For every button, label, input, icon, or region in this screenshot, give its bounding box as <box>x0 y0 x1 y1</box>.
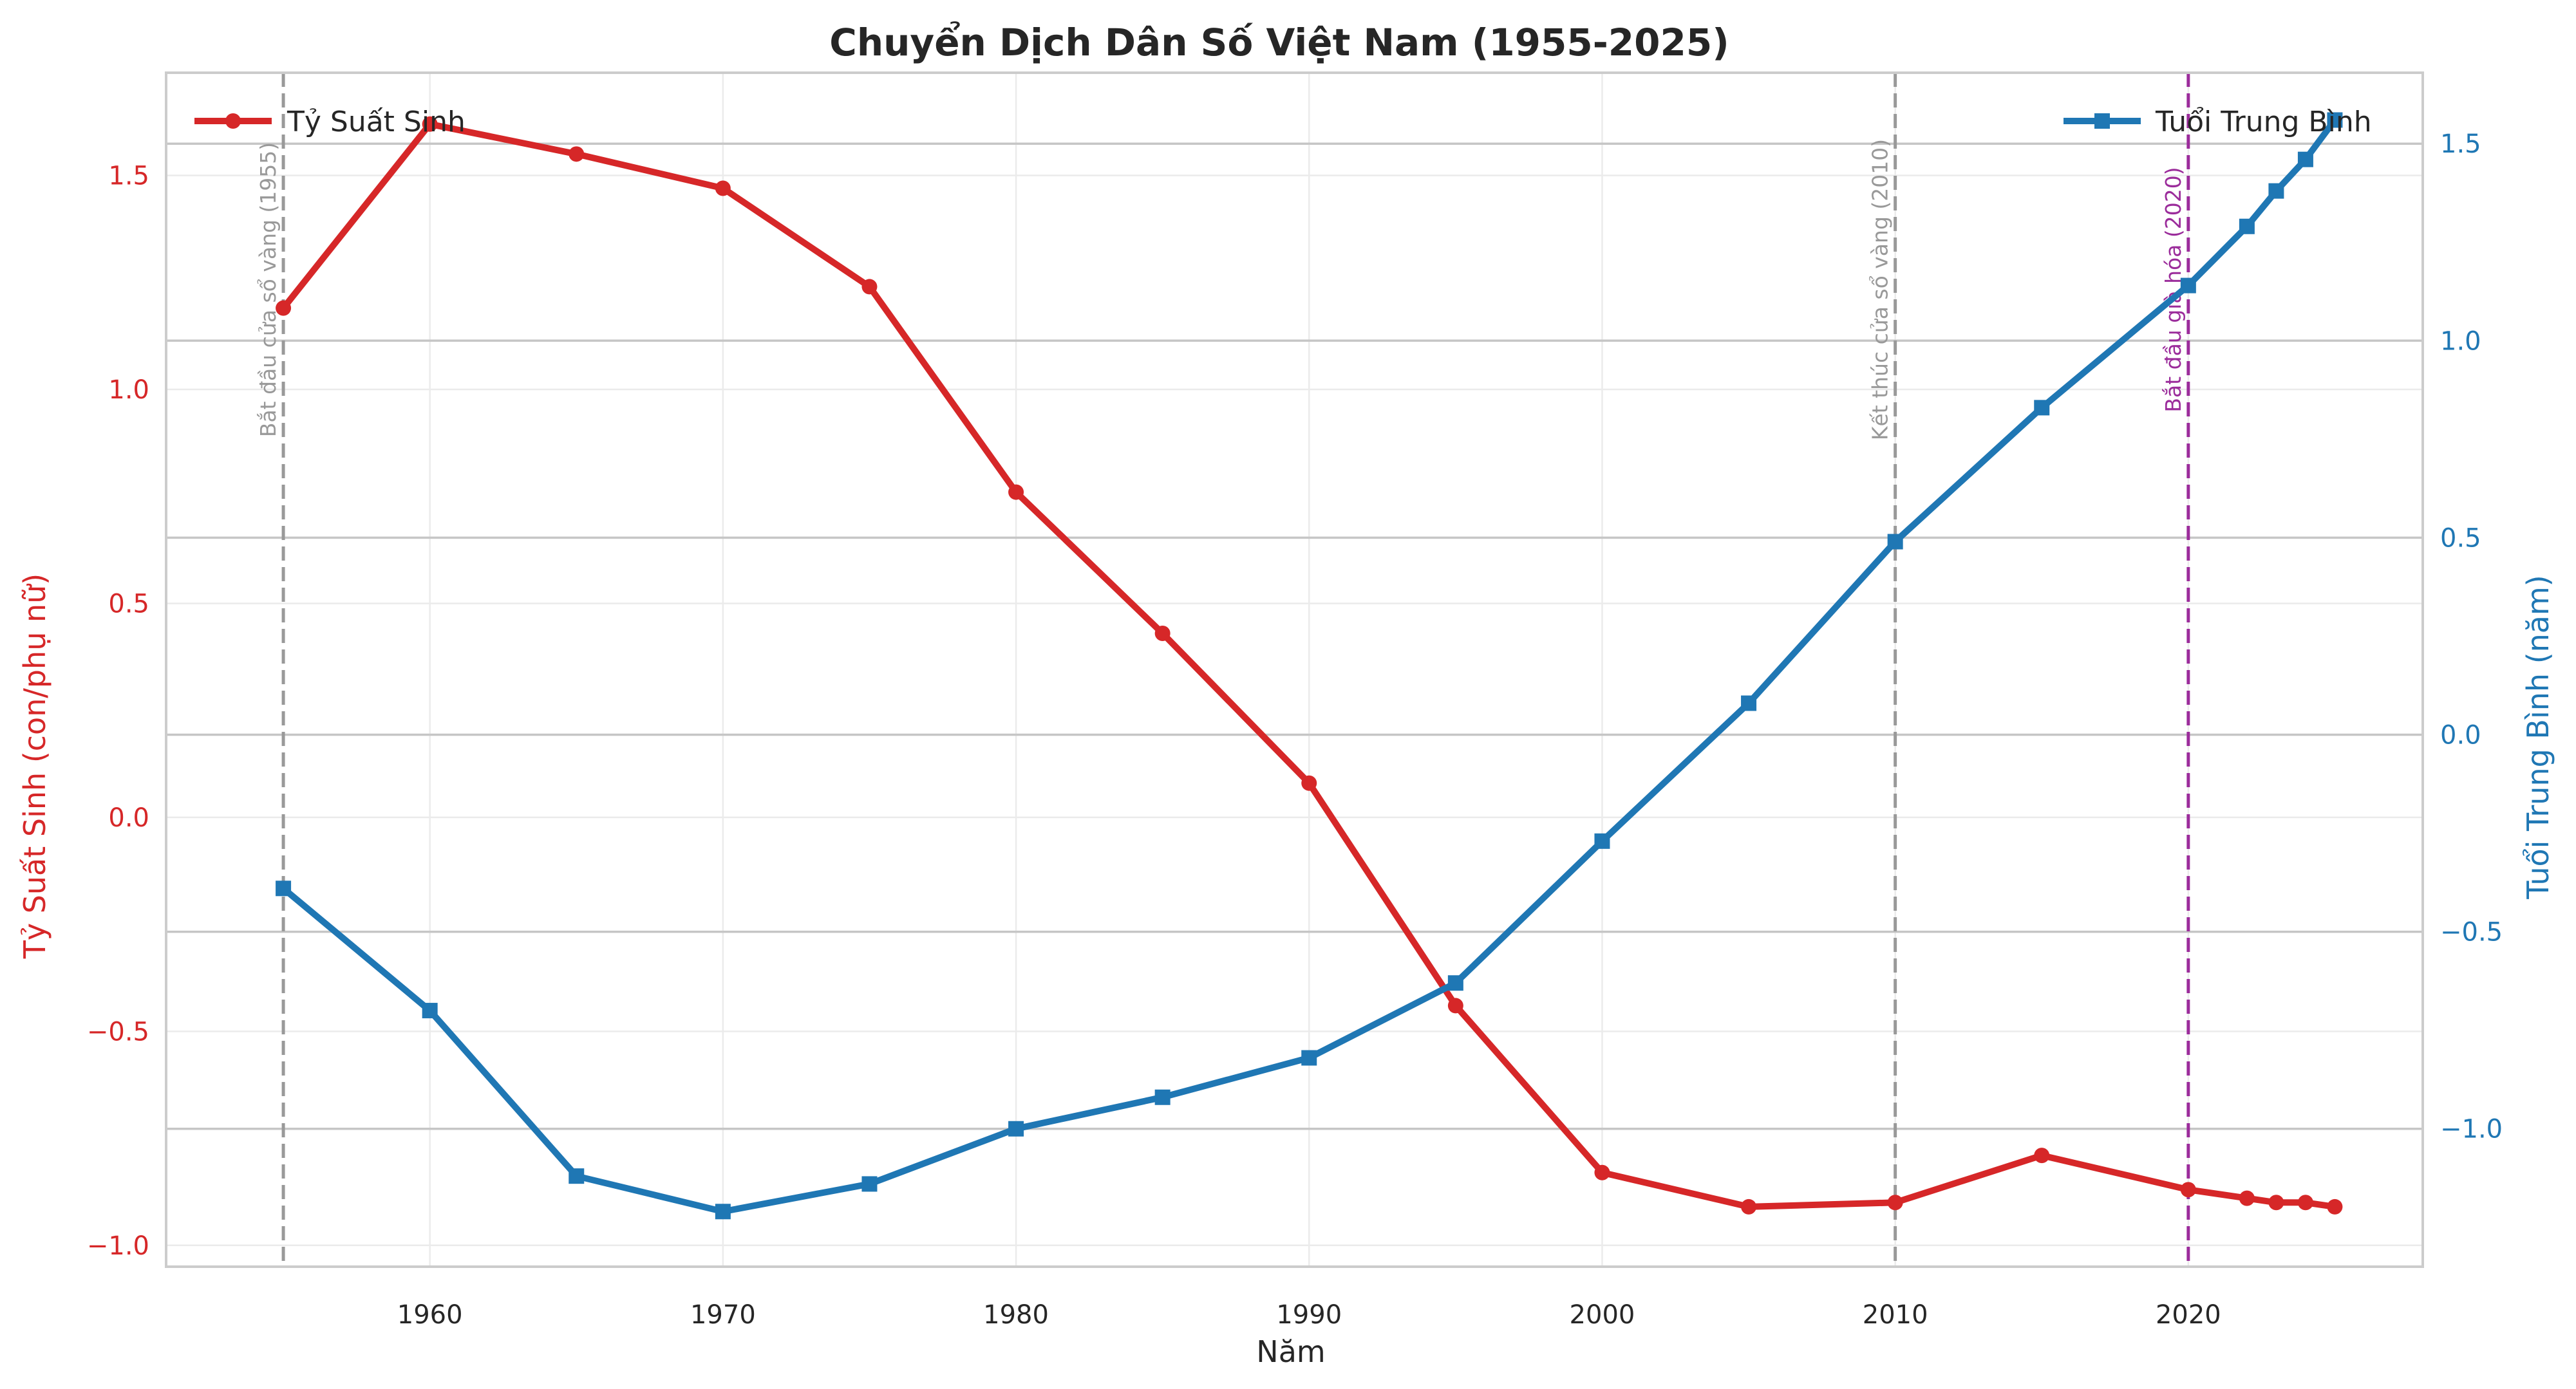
data-point-median-age <box>422 1003 438 1019</box>
legend-fertility-marker <box>225 113 241 129</box>
y-tick-label-right: −1.0 <box>2440 1115 2503 1144</box>
data-point-median-age <box>2239 218 2255 234</box>
y-axis-label-right: Tuổi Trung Bình (năm) <box>2521 575 2555 900</box>
x-tick-label: 1990 <box>1276 1300 1342 1330</box>
x-tick-label: 2010 <box>1863 1300 1928 1330</box>
data-point-median-age <box>1154 1089 1170 1105</box>
data-point-median-age <box>715 1204 731 1220</box>
data-point-median-age <box>861 1176 878 1192</box>
chart-title: Chuyển Dịch Dân Số Việt Nam (1955-2025) <box>829 21 1729 64</box>
data-point-median-age <box>1301 1050 1317 1066</box>
data-point-fertility <box>2180 1182 2196 1198</box>
y-tick-label-right: −0.5 <box>2440 918 2503 947</box>
data-point-median-age <box>1887 534 1903 550</box>
y-tick-label-left: −1.0 <box>87 1231 149 1261</box>
legend-median-age-marker <box>2094 113 2110 129</box>
data-point-median-age <box>2180 277 2196 294</box>
y-tick-label-right: 0.5 <box>2440 523 2481 553</box>
data-point-median-age <box>1447 975 1463 991</box>
y-axis-label-left: Tỷ Suất Sinh (con/phụ nữ) <box>17 573 52 959</box>
y-tick-label-right: 1.5 <box>2440 129 2481 159</box>
legend-fertility-label: Tỷ Suất Sinh <box>287 106 465 138</box>
data-point-median-age <box>2034 400 2050 416</box>
legend-fertility: Tỷ Suất Sinh <box>194 106 465 138</box>
annotation-label: Kết thúc cửa sổ vàng (2010) <box>1868 139 1893 440</box>
data-point-fertility <box>2297 1195 2313 1211</box>
grid-layer <box>166 73 2423 1267</box>
annotation-label: Bắt đầu cửa sổ vàng (1955) <box>256 142 281 437</box>
data-point-fertility <box>2268 1195 2284 1211</box>
x-axis-label: Năm <box>1256 1334 1325 1369</box>
data-point-fertility <box>569 146 585 162</box>
data-point-fertility <box>276 300 292 316</box>
data-point-median-age <box>276 881 292 897</box>
data-point-fertility <box>1887 1195 1903 1211</box>
data-point-median-age <box>1008 1121 1024 1137</box>
series-layer <box>276 112 2343 1220</box>
data-point-median-age <box>2297 151 2313 167</box>
y-tick-label-left: 1.0 <box>108 375 149 405</box>
data-point-fertility <box>861 279 878 295</box>
y-tick-label-left: −0.5 <box>87 1017 149 1047</box>
data-point-median-age <box>2327 112 2343 128</box>
data-point-fertility <box>422 116 438 132</box>
data-point-fertility <box>1447 998 1463 1014</box>
data-point-median-age <box>1741 695 1757 711</box>
data-point-median-age <box>2268 183 2284 199</box>
y-tick-label-right: 1.0 <box>2440 326 2481 356</box>
y-tick-label-left: 0.5 <box>108 589 149 619</box>
data-point-fertility <box>2239 1190 2255 1206</box>
tick-layer: 1960 1970 1980 1990 2000 2010 2020 −1.0 −0.5 0.0 0… <box>87 129 2503 1330</box>
legend-median-age-label: Tuổi Trung Bình <box>2155 106 2372 138</box>
data-point-fertility <box>2327 1198 2343 1215</box>
data-point-median-age <box>569 1168 585 1184</box>
plot-area <box>166 73 2423 1267</box>
x-tick-label: 1980 <box>983 1300 1049 1330</box>
data-point-fertility <box>1008 484 1024 500</box>
data-point-fertility <box>2034 1148 2050 1164</box>
annotation-lines: Bắt đầu cửa sổ vàng (1955) Kết thúc cửa s… <box>256 73 2190 1267</box>
legend-median-age: Tuổi Trung Bình <box>2064 106 2372 138</box>
y-tick-label-left: 1.5 <box>108 162 149 191</box>
x-tick-label: 2000 <box>1570 1300 1635 1330</box>
data-point-fertility <box>715 180 731 196</box>
right-grid-layer <box>166 142 2423 1130</box>
plot-frame <box>165 71 2424 1268</box>
data-point-fertility <box>1301 775 1317 791</box>
data-point-fertility <box>1594 1164 1610 1180</box>
x-tick-label: 2020 <box>2156 1300 2221 1330</box>
x-tick-label: 1960 <box>397 1300 463 1330</box>
data-point-median-age <box>1594 833 1610 849</box>
x-tick-label: 1970 <box>690 1300 756 1330</box>
y-tick-label-left: 0.0 <box>108 803 149 833</box>
y-tick-label-right: 0.0 <box>2440 721 2481 750</box>
data-point-fertility <box>1741 1198 1757 1215</box>
data-point-fertility <box>1154 625 1170 641</box>
